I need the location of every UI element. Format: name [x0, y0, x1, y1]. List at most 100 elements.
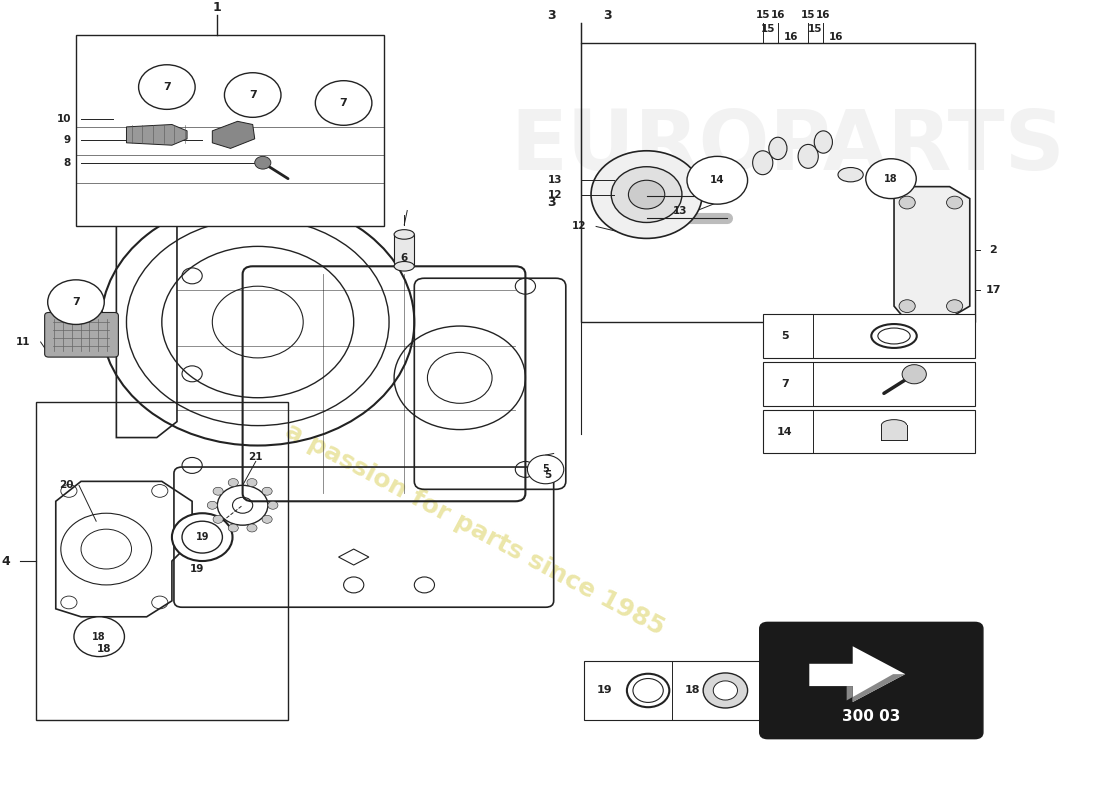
- Circle shape: [946, 196, 962, 209]
- Circle shape: [612, 166, 682, 222]
- Text: 5: 5: [781, 331, 789, 341]
- Circle shape: [866, 158, 916, 198]
- Ellipse shape: [394, 230, 415, 239]
- Text: 9: 9: [64, 135, 70, 146]
- Text: 16: 16: [784, 32, 799, 42]
- Circle shape: [139, 65, 195, 110]
- Circle shape: [182, 521, 222, 553]
- Polygon shape: [894, 186, 970, 318]
- Ellipse shape: [814, 131, 833, 153]
- Circle shape: [688, 156, 748, 204]
- Polygon shape: [810, 646, 905, 702]
- Bar: [881, 426, 906, 439]
- Text: 15: 15: [756, 10, 770, 20]
- Text: 13: 13: [672, 206, 688, 215]
- Ellipse shape: [881, 420, 906, 430]
- Circle shape: [213, 515, 223, 523]
- Bar: [584, 661, 762, 720]
- Text: 15: 15: [801, 10, 815, 20]
- Text: 10: 10: [56, 114, 70, 124]
- FancyBboxPatch shape: [45, 313, 119, 357]
- Bar: [762, 410, 975, 454]
- Circle shape: [207, 502, 218, 510]
- Text: 18: 18: [684, 686, 700, 695]
- Circle shape: [74, 617, 124, 657]
- Bar: [394, 234, 415, 266]
- Circle shape: [213, 487, 223, 495]
- Circle shape: [262, 487, 272, 495]
- Text: 5: 5: [544, 470, 551, 480]
- Circle shape: [316, 81, 372, 126]
- Text: 1: 1: [213, 1, 222, 14]
- Text: 21: 21: [249, 453, 263, 462]
- Circle shape: [172, 514, 232, 561]
- Ellipse shape: [752, 150, 773, 174]
- Text: 19: 19: [196, 532, 209, 542]
- Ellipse shape: [838, 167, 864, 182]
- Bar: [35, 402, 288, 720]
- Bar: [581, 43, 975, 322]
- Circle shape: [628, 180, 664, 209]
- Text: 15: 15: [808, 24, 823, 34]
- Text: 4: 4: [1, 554, 10, 567]
- Circle shape: [899, 300, 915, 313]
- Text: 7: 7: [340, 98, 348, 108]
- Text: 11: 11: [16, 337, 31, 347]
- Circle shape: [255, 156, 271, 169]
- Text: 2: 2: [989, 246, 997, 255]
- Text: EUROPARTS: EUROPARTS: [510, 106, 1066, 187]
- Text: 5: 5: [542, 465, 549, 474]
- Text: 12: 12: [572, 222, 586, 231]
- Text: 19: 19: [596, 686, 612, 695]
- Text: a passion for parts since 1985: a passion for parts since 1985: [282, 418, 669, 640]
- Circle shape: [228, 524, 239, 532]
- Text: 14: 14: [777, 426, 793, 437]
- Text: 12: 12: [548, 190, 563, 199]
- Text: 16: 16: [771, 10, 785, 20]
- Text: 15: 15: [760, 24, 775, 34]
- Text: 18: 18: [884, 174, 898, 184]
- Text: 13: 13: [548, 175, 563, 186]
- Circle shape: [703, 673, 748, 708]
- Text: 7: 7: [781, 378, 789, 389]
- Text: 16: 16: [816, 10, 831, 20]
- Circle shape: [946, 300, 962, 313]
- Text: 300 03: 300 03: [843, 709, 901, 724]
- Text: 7: 7: [249, 90, 256, 100]
- Text: 16: 16: [829, 32, 844, 42]
- Circle shape: [47, 280, 104, 325]
- Text: 18: 18: [92, 632, 106, 642]
- Circle shape: [246, 524, 257, 532]
- Text: 17: 17: [986, 285, 1001, 295]
- Text: 3: 3: [547, 196, 556, 209]
- Polygon shape: [126, 125, 187, 146]
- Bar: [762, 314, 975, 358]
- Circle shape: [262, 515, 272, 523]
- Ellipse shape: [394, 262, 415, 271]
- Circle shape: [224, 73, 280, 118]
- Circle shape: [268, 502, 278, 510]
- Polygon shape: [810, 674, 905, 702]
- Text: 18: 18: [97, 644, 111, 654]
- Text: 7: 7: [163, 82, 170, 92]
- Circle shape: [527, 455, 564, 484]
- Polygon shape: [212, 122, 255, 148]
- Circle shape: [246, 478, 257, 486]
- Circle shape: [591, 150, 702, 238]
- Text: 8: 8: [64, 158, 70, 168]
- Circle shape: [899, 196, 915, 209]
- Ellipse shape: [769, 138, 786, 159]
- Bar: [762, 362, 975, 406]
- Circle shape: [228, 478, 239, 486]
- Ellipse shape: [799, 145, 818, 168]
- Text: 6: 6: [400, 254, 408, 263]
- Circle shape: [713, 681, 737, 700]
- Text: 3: 3: [547, 9, 556, 22]
- Bar: [76, 35, 384, 226]
- Text: 20: 20: [58, 480, 74, 490]
- Text: 7: 7: [73, 297, 80, 307]
- Text: 3: 3: [603, 9, 612, 22]
- Text: 14: 14: [710, 175, 725, 186]
- Circle shape: [902, 365, 926, 384]
- Text: 19: 19: [190, 564, 205, 574]
